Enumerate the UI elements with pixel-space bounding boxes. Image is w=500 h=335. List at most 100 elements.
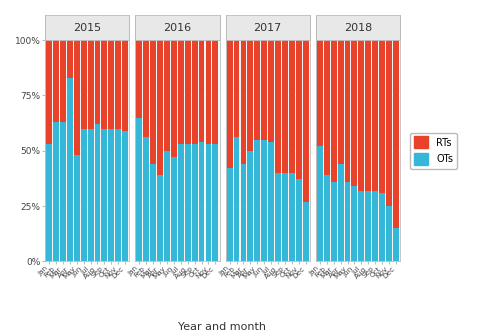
- Bar: [53, 122, 59, 261]
- Bar: [226, 40, 232, 169]
- Bar: [46, 144, 52, 261]
- Bar: [206, 40, 212, 144]
- Bar: [67, 78, 73, 261]
- Bar: [212, 40, 218, 144]
- Bar: [240, 164, 246, 261]
- Bar: [379, 40, 385, 193]
- Bar: [150, 40, 156, 164]
- Bar: [122, 131, 128, 261]
- Bar: [67, 40, 73, 78]
- Bar: [344, 40, 350, 182]
- Bar: [226, 169, 232, 261]
- Bar: [88, 129, 94, 261]
- Bar: [80, 129, 86, 261]
- Bar: [324, 40, 330, 175]
- Bar: [352, 186, 358, 261]
- Bar: [296, 180, 302, 261]
- Bar: [192, 40, 198, 144]
- Bar: [366, 40, 371, 191]
- Bar: [331, 40, 336, 182]
- Bar: [46, 40, 52, 144]
- Bar: [379, 193, 385, 261]
- Bar: [268, 40, 274, 142]
- Bar: [358, 191, 364, 261]
- Text: 2017: 2017: [254, 23, 282, 32]
- Bar: [102, 129, 107, 261]
- Bar: [164, 151, 170, 261]
- Bar: [144, 137, 149, 261]
- Bar: [178, 40, 184, 144]
- Bar: [317, 146, 323, 261]
- Bar: [289, 173, 294, 261]
- Bar: [206, 144, 212, 261]
- Bar: [116, 129, 121, 261]
- Bar: [234, 40, 239, 137]
- Bar: [198, 142, 204, 261]
- Bar: [261, 140, 267, 261]
- Bar: [338, 40, 344, 164]
- Bar: [393, 40, 399, 228]
- Bar: [102, 40, 107, 129]
- Bar: [338, 164, 344, 261]
- Bar: [268, 142, 274, 261]
- Bar: [74, 40, 80, 155]
- Bar: [80, 40, 86, 129]
- Bar: [94, 124, 100, 261]
- Bar: [289, 40, 294, 173]
- Bar: [248, 151, 254, 261]
- Bar: [108, 129, 114, 261]
- Bar: [150, 164, 156, 261]
- Text: 2018: 2018: [344, 23, 372, 32]
- Bar: [254, 40, 260, 140]
- Bar: [372, 191, 378, 261]
- Bar: [366, 191, 371, 261]
- Bar: [116, 40, 121, 129]
- Bar: [60, 122, 66, 261]
- Bar: [302, 40, 308, 202]
- Bar: [157, 175, 163, 261]
- Bar: [331, 182, 336, 261]
- Bar: [164, 40, 170, 151]
- Bar: [324, 175, 330, 261]
- Bar: [171, 40, 177, 157]
- Text: 2015: 2015: [73, 23, 101, 32]
- Bar: [212, 144, 218, 261]
- Bar: [60, 40, 66, 122]
- Bar: [185, 144, 190, 261]
- Bar: [136, 118, 142, 261]
- Bar: [185, 40, 190, 144]
- Bar: [171, 157, 177, 261]
- Bar: [275, 40, 281, 173]
- Bar: [136, 40, 142, 118]
- Bar: [234, 137, 239, 261]
- Bar: [144, 40, 149, 137]
- Bar: [282, 40, 288, 173]
- Bar: [386, 206, 392, 261]
- Bar: [386, 40, 392, 206]
- Bar: [296, 40, 302, 180]
- Text: Year and month: Year and month: [178, 322, 266, 332]
- Bar: [74, 155, 80, 261]
- Bar: [94, 40, 100, 124]
- Bar: [88, 40, 94, 129]
- Bar: [108, 40, 114, 129]
- Bar: [53, 40, 59, 122]
- Bar: [192, 144, 198, 261]
- Bar: [344, 182, 350, 261]
- Bar: [302, 202, 308, 261]
- Bar: [198, 40, 204, 142]
- Bar: [254, 140, 260, 261]
- Bar: [358, 40, 364, 191]
- Bar: [178, 144, 184, 261]
- Bar: [275, 173, 281, 261]
- Bar: [261, 40, 267, 140]
- Bar: [393, 228, 399, 261]
- Bar: [352, 40, 358, 186]
- Bar: [317, 40, 323, 146]
- Legend: RTs, OTs: RTs, OTs: [410, 133, 457, 169]
- Bar: [122, 40, 128, 131]
- Bar: [282, 173, 288, 261]
- Text: 2016: 2016: [164, 23, 192, 32]
- Bar: [240, 40, 246, 164]
- Bar: [157, 40, 163, 175]
